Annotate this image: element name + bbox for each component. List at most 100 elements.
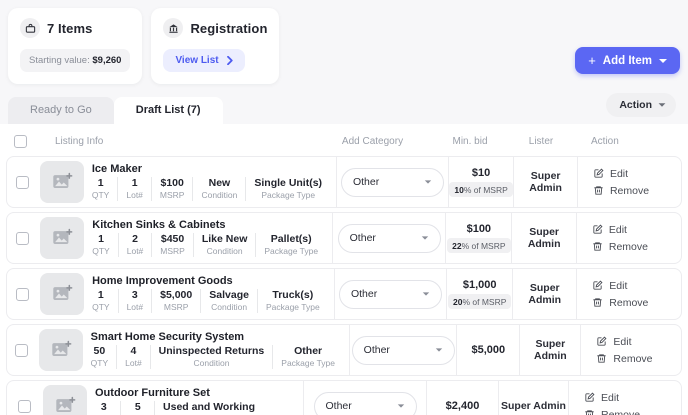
table-row: Smart Home Security System 50 QTY 4 Lot# Uni…: [6, 324, 682, 376]
remove-button[interactable]: Remove: [584, 409, 640, 415]
row-checkbox[interactable]: [17, 399, 31, 413]
min-bid-value: $1,000: [462, 279, 497, 291]
field-label: Package Type: [261, 190, 316, 201]
item-field: Other Package Type: [273, 345, 343, 369]
field-label: MSRP: [163, 302, 189, 313]
category-select[interactable]: Other: [351, 335, 455, 365]
category-select[interactable]: Other: [313, 391, 417, 415]
category-select[interactable]: Other: [337, 223, 441, 253]
tab-draft-list[interactable]: Draft List (7): [113, 97, 223, 124]
table-row: Ice Maker 1 QTY 1 Lot# $100 MSRP New Condition S…: [6, 156, 682, 208]
item-field: $100 MSRP: [152, 176, 194, 202]
remove-button[interactable]: Remove: [592, 241, 648, 253]
trash-icon: [593, 242, 602, 251]
field-label: Package Type: [265, 302, 320, 313]
view-list-button[interactable]: View List: [163, 49, 245, 72]
starting-value-amount: $9,260: [92, 55, 122, 66]
remove-button[interactable]: Remove: [596, 353, 653, 365]
starting-value-pill: Starting value: $9,260: [20, 49, 131, 72]
item-field: $5,000 MSRP: [152, 288, 202, 314]
item-field: Used and WorkingCondition: [155, 401, 263, 415]
category-selected-value: Other: [350, 288, 378, 300]
add-item-button[interactable]: + Add Item: [575, 47, 680, 74]
add-image-icon[interactable]: [40, 217, 85, 259]
item-field: 1 QTY: [92, 176, 119, 202]
field-label: QTY: [92, 302, 110, 313]
add-image-icon[interactable]: [38, 329, 83, 371]
item-title: Kitchen Sinks & Cabinets: [92, 218, 226, 231]
field-value: 3: [100, 400, 107, 413]
chevron-down-icon: [422, 292, 430, 296]
field-value: Pallet(s): [270, 232, 312, 245]
edit-button[interactable]: Edit: [592, 224, 627, 236]
lister-name: Super Admin: [520, 325, 582, 375]
min-bid-value: $10: [471, 167, 491, 179]
remove-button[interactable]: Remove: [593, 185, 649, 197]
field-value: $450: [160, 232, 185, 245]
msrp-percent-badge: 10% of MSRP: [449, 182, 513, 197]
edit-button[interactable]: Edit: [596, 335, 632, 348]
item-field: 3 Lot#: [119, 288, 153, 314]
field-label: Lot#: [126, 190, 143, 201]
edit-label: Edit: [613, 335, 632, 348]
edit-label: Edit: [609, 167, 629, 180]
field-value: 3: [131, 288, 138, 301]
edit-button[interactable]: Edit: [584, 392, 619, 404]
remove-button[interactable]: Remove: [592, 297, 648, 309]
edit-button[interactable]: Edit: [593, 168, 628, 180]
field-value: 4: [130, 344, 137, 357]
category-select[interactable]: Other: [340, 167, 444, 197]
field-value: $5,000: [160, 288, 193, 301]
field-label: Condition: [201, 190, 238, 201]
item-field: $450 MSRP: [152, 232, 194, 258]
field-value: 1: [98, 232, 104, 245]
plus-icon: +: [588, 53, 596, 68]
field-value: Salvage: [209, 288, 249, 301]
tab-ready-to-go[interactable]: Ready to Go: [8, 97, 114, 124]
lister-name: Super Admin: [512, 213, 577, 263]
category-select[interactable]: Other: [338, 279, 442, 309]
add-item-label: Add Item: [602, 54, 652, 67]
bulk-action-label: Action: [619, 99, 652, 111]
edit-label: Edit: [609, 279, 628, 292]
rows-container: Ice Maker 1 QTY 1 Lot# $100 MSRP New Condition S…: [0, 154, 688, 415]
edit-icon: [593, 224, 603, 234]
add-image-icon[interactable]: [39, 161, 84, 203]
lister-name: Super Admin: [513, 269, 578, 319]
row-checkbox[interactable]: [15, 175, 29, 189]
min-bid-value: $5,000: [471, 344, 506, 356]
min-bid-value: $100: [466, 223, 492, 235]
item-field: 50 QTY: [91, 344, 118, 370]
edit-label: Edit: [608, 223, 627, 236]
add-image-icon[interactable]: [40, 273, 85, 315]
row-checkbox[interactable]: [15, 343, 29, 357]
bulk-action-dropdown[interactable]: Action: [606, 93, 676, 117]
item-title: Home Improvement Goods: [92, 274, 233, 287]
field-label: Condition: [193, 358, 230, 369]
table-row: Kitchen Sinks & Cabinets 1 QTY 2 Lot# $450 MS…: [6, 212, 682, 264]
row-checkbox[interactable]: [16, 231, 30, 245]
row-checkbox[interactable]: [16, 287, 30, 301]
field-value: New: [208, 176, 231, 189]
table-header-row: Listing Info Add Category Min. bid Liste…: [0, 128, 688, 154]
field-value: Used and Working: [163, 400, 256, 413]
briefcase-icon: [20, 18, 40, 38]
field-label: Lot#: [126, 246, 144, 257]
trash-icon: [593, 298, 602, 307]
remove-label: Remove: [601, 408, 641, 415]
remove-label: Remove: [608, 240, 648, 253]
field-label: MSRP: [159, 190, 185, 201]
chevron-down-icon: [435, 348, 442, 352]
tab-bar: Ready to Go Draft List (7) Action: [8, 93, 680, 124]
item-fields: 1 QTY 2 Lot# $450 MSRP Like New Condition Pallet…: [92, 232, 326, 258]
draft-list-panel: Listing Info Add Category Min. bid Liste…: [0, 124, 688, 415]
chevron-down-icon: [658, 103, 666, 107]
field-label: MSRP: [160, 246, 185, 257]
item-field: Like New Condition: [194, 232, 257, 258]
remove-label: Remove: [609, 296, 649, 309]
add-image-icon[interactable]: [43, 385, 87, 415]
select-all-checkbox[interactable]: [13, 134, 27, 148]
field-label: Package Type: [281, 358, 335, 369]
edit-button[interactable]: Edit: [592, 280, 627, 292]
item-title: Outdoor Furniture Set: [95, 386, 210, 399]
